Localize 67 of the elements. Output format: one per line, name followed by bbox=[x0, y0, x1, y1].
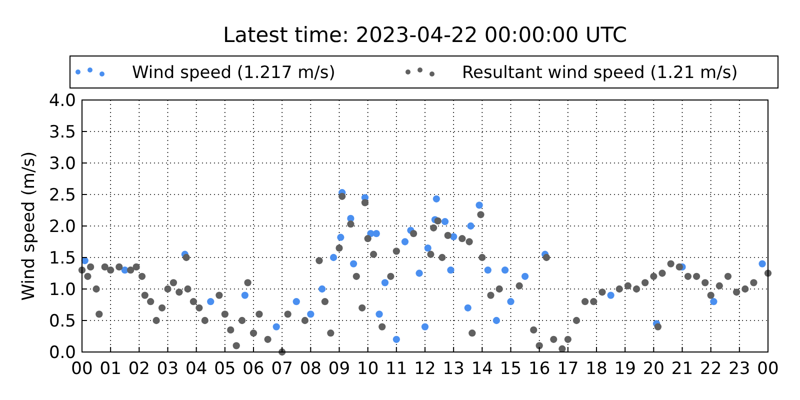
x-tick-label: 05 bbox=[214, 359, 236, 379]
point bbox=[484, 266, 492, 274]
point bbox=[381, 279, 389, 286]
y-tick-label: 1.5 bbox=[48, 248, 76, 268]
point bbox=[292, 298, 300, 306]
x-tick-label: 22 bbox=[700, 359, 722, 379]
x-tick-label: 08 bbox=[300, 359, 322, 379]
point bbox=[376, 310, 383, 318]
x-tick-label: 23 bbox=[728, 359, 750, 379]
point bbox=[372, 230, 380, 238]
x-tick-label: 12 bbox=[414, 359, 436, 379]
point bbox=[607, 292, 614, 299]
point bbox=[476, 202, 483, 209]
point bbox=[441, 218, 449, 226]
point bbox=[392, 336, 400, 343]
point bbox=[350, 260, 358, 268]
x-tick-label: 00 bbox=[757, 359, 779, 379]
x-tick-label: 02 bbox=[128, 359, 150, 379]
x-tick-label: 01 bbox=[100, 359, 122, 379]
x-tick-label: 04 bbox=[186, 359, 208, 379]
y-tick-label: 2.0 bbox=[48, 217, 76, 237]
point bbox=[416, 270, 423, 277]
y-tick-label: 4.0 bbox=[48, 91, 76, 111]
x-tick-label: 15 bbox=[500, 359, 522, 379]
point bbox=[401, 238, 409, 246]
y-tick-label: 0.5 bbox=[48, 312, 76, 332]
point bbox=[337, 234, 344, 241]
point bbox=[447, 266, 454, 274]
x-tick-label: 19 bbox=[614, 359, 636, 379]
point bbox=[521, 272, 529, 280]
y-axis-title: Wind speed (m/s) bbox=[19, 151, 39, 301]
x-tick-label: 21 bbox=[671, 359, 694, 379]
point bbox=[710, 298, 718, 306]
point bbox=[507, 298, 514, 306]
y-tick-label: 3.5 bbox=[48, 122, 76, 142]
x-tick-label: 16 bbox=[528, 359, 550, 379]
point bbox=[758, 260, 766, 268]
x-tick-label: 11 bbox=[386, 359, 408, 379]
legend-label: Wind speed (1.217 m/s) bbox=[132, 63, 336, 83]
y-tick-label: 2.5 bbox=[48, 186, 76, 206]
point bbox=[421, 323, 429, 330]
legend-label: Resultant wind speed (1.21 m/s) bbox=[462, 63, 738, 83]
x-tick-label: 18 bbox=[586, 359, 608, 379]
point bbox=[307, 310, 314, 318]
point bbox=[464, 304, 472, 312]
x-tick-label: 03 bbox=[156, 359, 179, 379]
point bbox=[272, 323, 280, 330]
point bbox=[492, 316, 500, 324]
x-tick-label: 14 bbox=[471, 359, 493, 379]
x-tick-label: 09 bbox=[328, 359, 350, 379]
y-tick-label: 3.0 bbox=[48, 154, 76, 174]
point bbox=[318, 285, 326, 293]
point bbox=[241, 292, 248, 299]
x-tick-label: 06 bbox=[242, 359, 264, 379]
x-tick-label: 17 bbox=[557, 359, 579, 379]
x-tick-label: 13 bbox=[442, 359, 464, 379]
x-tick-label: 07 bbox=[271, 359, 293, 379]
point bbox=[432, 195, 440, 202]
x-tick-label: 10 bbox=[357, 359, 379, 379]
point bbox=[424, 244, 432, 252]
chart-title: Latest time: 2023-04-22 00:00:00 UTC bbox=[222, 23, 628, 47]
point bbox=[467, 222, 474, 230]
point bbox=[330, 254, 338, 262]
x-tick-label: 20 bbox=[642, 359, 664, 379]
point bbox=[501, 266, 509, 274]
point bbox=[207, 298, 214, 306]
y-tick-label: 1.0 bbox=[48, 280, 76, 300]
